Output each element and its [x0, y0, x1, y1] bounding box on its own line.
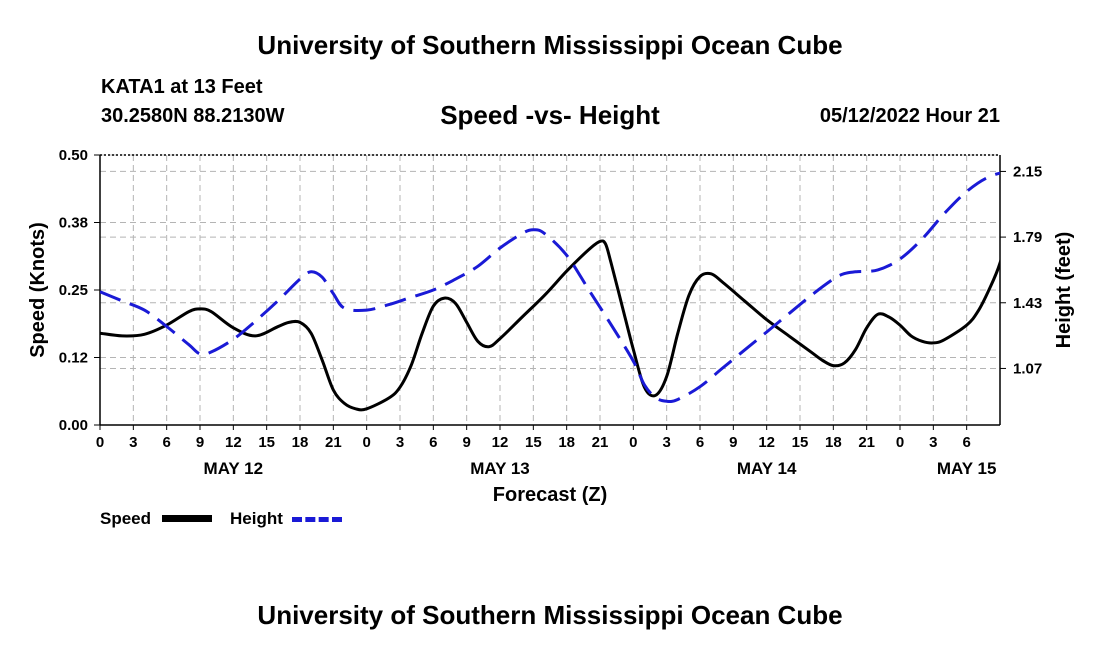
- y2-tick-label: 1.79: [1013, 229, 1042, 246]
- y2-tick-label: 1.43: [1013, 295, 1042, 312]
- x-tick-label: 6: [962, 434, 970, 451]
- day-label: MAY 14: [737, 459, 797, 478]
- x-tick-label: 6: [696, 434, 704, 451]
- legend-speed-swatch: [162, 515, 212, 522]
- x-tick-label: 3: [662, 434, 670, 451]
- legend-speed-label: Speed: [100, 509, 152, 528]
- x-tick-label: 3: [396, 434, 404, 451]
- x-tick-label: 0: [96, 434, 104, 451]
- x-tick-label: 18: [825, 434, 842, 451]
- station-coordinates: 30.2580N 88.2130W: [101, 105, 285, 127]
- x-tick-label: 21: [325, 434, 342, 451]
- y-tick-label: 0.25: [59, 282, 88, 299]
- x-tick-label: 15: [525, 434, 542, 451]
- y2-axis-title: Height (feet): [1053, 232, 1075, 349]
- station-label: KATA1 at 13 Feet: [101, 76, 263, 98]
- height-series-line: [100, 171, 1000, 403]
- x-tick-label: 18: [558, 434, 575, 451]
- x-tick-label: 3: [129, 434, 137, 451]
- day-label: MAY 12: [204, 459, 264, 478]
- speed-series-line: [100, 239, 1000, 412]
- footer-title: University of Southern Mississippi Ocean…: [257, 600, 843, 630]
- x-tick-label: 12: [225, 434, 242, 451]
- y-tick-label: 0.50: [59, 147, 88, 164]
- x-tick-label: 0: [629, 434, 637, 451]
- x-tick-label: 15: [792, 434, 809, 451]
- y-tick-label: 0.12: [59, 350, 88, 367]
- forecast-datetime: 05/12/2022 Hour 21: [819, 105, 1000, 127]
- y-axis-title: Speed (Knots): [27, 222, 49, 358]
- y-tick-label: 0.38: [59, 215, 88, 232]
- x-tick-label: 18: [292, 434, 309, 451]
- x-tick-label: 9: [729, 434, 737, 451]
- day-label: MAY 15: [937, 459, 997, 478]
- main-title: University of Southern Mississippi Ocean…: [257, 30, 843, 60]
- x-tick-label: 21: [858, 434, 875, 451]
- x-axis-title: Forecast (Z): [493, 484, 607, 506]
- x-tick-label: 6: [429, 434, 437, 451]
- y2-tick-label: 1.07: [1013, 360, 1042, 377]
- x-tick-label: 0: [896, 434, 904, 451]
- day-label: MAY 13: [470, 459, 530, 478]
- x-tick-label: 6: [162, 434, 170, 451]
- y-tick-label: 0.00: [59, 417, 88, 434]
- x-tick-label: 12: [758, 434, 775, 451]
- y2-tick-label: 2.15: [1013, 163, 1042, 180]
- x-tick-label: 21: [592, 434, 609, 451]
- x-tick-label: 0: [362, 434, 370, 451]
- legend-height-swatch: [292, 517, 342, 522]
- x-tick-label: 9: [462, 434, 470, 451]
- legend-height-label: Height: [230, 509, 283, 528]
- chart-title: Speed -vs- Height: [440, 100, 660, 130]
- x-tick-label: 9: [196, 434, 204, 451]
- x-tick-label: 12: [492, 434, 509, 451]
- x-tick-label: 3: [929, 434, 937, 451]
- x-tick-label: 15: [258, 434, 275, 451]
